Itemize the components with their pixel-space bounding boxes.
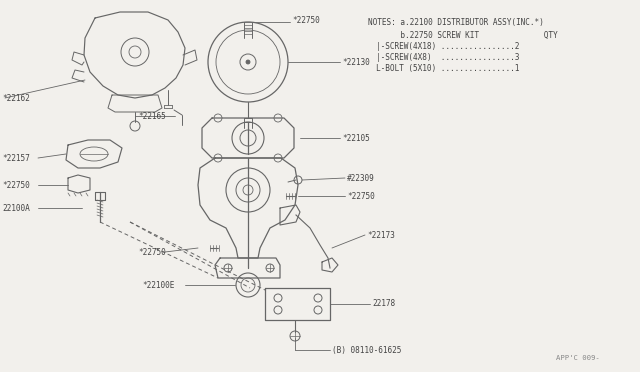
Text: *22130: *22130 [342, 58, 370, 67]
Text: *22162: *22162 [2, 93, 29, 103]
Text: *22165: *22165 [138, 112, 166, 121]
Text: |-SCREW(4X8)  ................3: |-SCREW(4X8) ................3 [376, 52, 520, 61]
Text: *22100E: *22100E [142, 280, 174, 289]
Text: (B) 08110-61625: (B) 08110-61625 [332, 346, 401, 355]
Text: NOTES: a.22100 DISTRIBUTOR ASSY(INC.*): NOTES: a.22100 DISTRIBUTOR ASSY(INC.*) [368, 17, 544, 26]
Text: b.22750 SCREW KIT              QTY: b.22750 SCREW KIT QTY [368, 31, 557, 39]
Text: *22750: *22750 [347, 192, 375, 201]
Text: *22173: *22173 [367, 231, 395, 240]
Text: 22178: 22178 [372, 299, 395, 308]
Text: APP'C 009-: APP'C 009- [556, 355, 600, 361]
Text: *22750: *22750 [292, 16, 320, 25]
Text: 22100A: 22100A [2, 203, 29, 212]
Text: L-BOLT (5X10) ................1: L-BOLT (5X10) ................1 [376, 64, 520, 73]
Text: *22157: *22157 [2, 154, 29, 163]
Text: #22309: #22309 [347, 173, 375, 183]
Circle shape [246, 60, 250, 64]
Text: *22750: *22750 [138, 247, 166, 257]
Text: *22105: *22105 [342, 134, 370, 142]
Text: *22750: *22750 [2, 180, 29, 189]
Text: |-SCREW(4X18) ................2: |-SCREW(4X18) ................2 [376, 42, 520, 51]
